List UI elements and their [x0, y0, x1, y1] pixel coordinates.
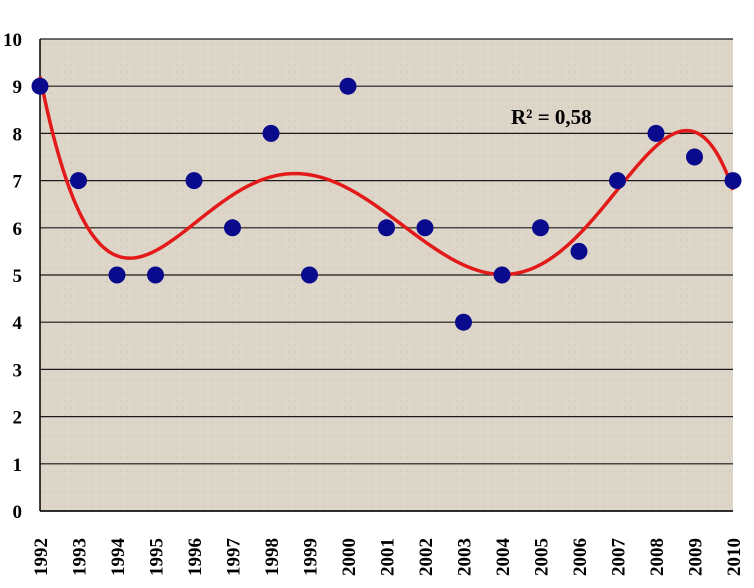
- y-tick-label: 4: [13, 313, 23, 334]
- data-point: [262, 124, 280, 142]
- y-axis: 0 1 2 3 4 5 6 7 8 9 10: [3, 30, 23, 523]
- data-point: [70, 172, 87, 190]
- data-point: [570, 242, 588, 260]
- x-tick-label: 1999: [301, 538, 322, 576]
- x-tick-label: 2008: [647, 538, 668, 576]
- x-tick-label: 1996: [185, 538, 206, 576]
- data-point: [224, 219, 241, 237]
- x-tick-label: 2006: [570, 538, 591, 576]
- x-tick-label: 2007: [609, 538, 630, 577]
- data-point: [108, 266, 126, 284]
- data-point: [339, 77, 357, 95]
- data-point: [416, 219, 434, 237]
- y-tick-label: 1: [13, 455, 23, 476]
- x-tick-label: 2002: [416, 538, 437, 576]
- x-tick-label: 1994: [108, 538, 129, 577]
- x-tick-label: 1998: [262, 538, 283, 576]
- data-point: [724, 172, 742, 190]
- data-point: [301, 266, 318, 284]
- data-point: [493, 266, 511, 284]
- x-tick-label: 1993: [70, 538, 91, 576]
- x-tick-label: 2009: [686, 538, 707, 576]
- y-tick-label: 9: [13, 77, 23, 98]
- x-tick-label: 2001: [378, 538, 399, 576]
- y-tick-label: 6: [13, 219, 23, 240]
- x-tick-label: 2003: [455, 538, 476, 576]
- y-tick-label: 5: [13, 266, 23, 287]
- data-point: [647, 124, 665, 142]
- x-tick-label: 2000: [339, 538, 360, 576]
- x-tick-label: 2004: [493, 538, 514, 577]
- r-squared-label: R² = 0,58: [511, 105, 592, 129]
- data-point: [147, 266, 164, 284]
- data-point: [31, 77, 49, 95]
- x-tick-label: 1992: [31, 538, 52, 576]
- data-point: [455, 313, 472, 331]
- x-tick-label: 2010: [724, 538, 745, 576]
- y-tick-label: 2: [13, 408, 23, 429]
- x-axis: 1992 1993 1994 1995 1996 1997 1998 1999 2000 2001…: [31, 538, 745, 577]
- y-tick-label: 7: [13, 172, 23, 193]
- y-tick-label: 0: [13, 502, 23, 523]
- y-tick-label: 8: [13, 124, 23, 145]
- data-point: [532, 219, 549, 237]
- data-point: [686, 148, 703, 166]
- y-tick-label: 10: [3, 30, 22, 51]
- data-point: [609, 172, 626, 190]
- trendline: [38, 76, 735, 277]
- x-tick-label: 1997: [224, 538, 245, 577]
- y-tick-label: 3: [13, 360, 23, 381]
- x-tick-label: 1995: [147, 538, 168, 576]
- data-points: [31, 77, 742, 331]
- data-point: [185, 172, 203, 190]
- data-point: [378, 219, 395, 237]
- x-tick-label: 2005: [532, 538, 553, 576]
